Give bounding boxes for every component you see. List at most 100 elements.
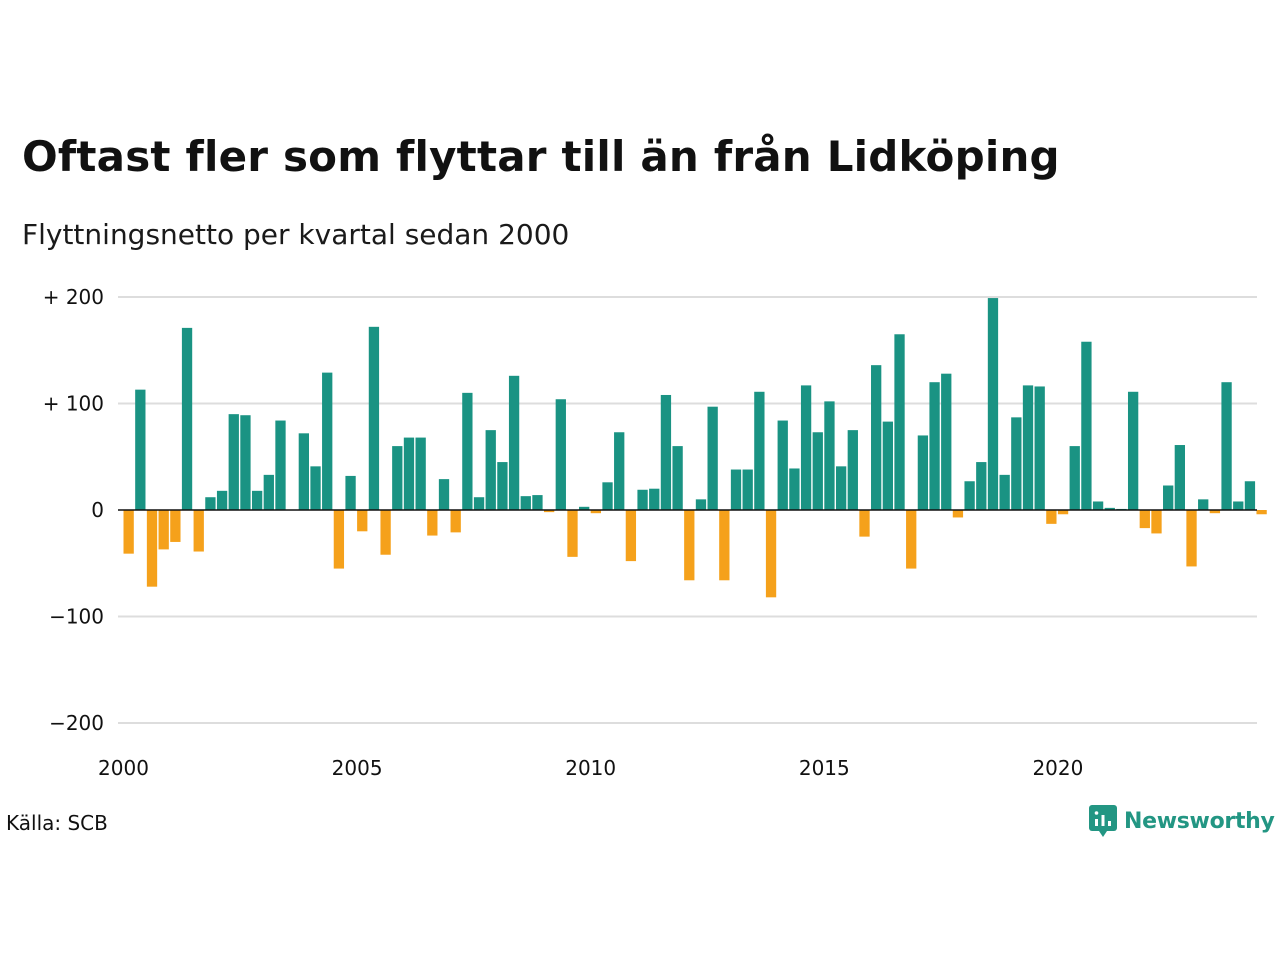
bar — [216, 490, 228, 510]
bar — [835, 466, 847, 510]
bar — [1209, 510, 1221, 514]
bar — [579, 506, 590, 510]
bar — [485, 430, 496, 511]
bar — [906, 510, 917, 569]
bar — [567, 510, 578, 557]
bar — [754, 391, 765, 510]
bar — [707, 406, 718, 510]
bar — [555, 399, 566, 510]
bar — [146, 510, 158, 587]
x-tick-label: 2015 — [799, 756, 850, 780]
bar — [1034, 386, 1045, 510]
chart-title: Oftast fler som flyttar till än från Lid… — [22, 132, 1060, 181]
y-tick-label: + 200 — [43, 285, 104, 309]
bar — [1069, 446, 1080, 510]
bar — [1186, 510, 1197, 567]
bar — [415, 437, 426, 510]
bar — [777, 420, 788, 510]
bar — [859, 510, 870, 537]
bar — [1151, 510, 1162, 534]
bar — [1198, 499, 1209, 510]
bar — [976, 462, 987, 510]
bar — [333, 510, 345, 569]
x-axis-labels: 2000 2005 2010 2015 2020 — [98, 756, 1083, 780]
bar — [695, 499, 707, 510]
bar — [181, 327, 193, 510]
bar — [228, 414, 239, 510]
bar — [614, 432, 625, 510]
bar — [847, 430, 858, 511]
bar — [1256, 510, 1267, 515]
bar — [1011, 417, 1022, 510]
bar — [532, 495, 543, 510]
x-tick-label: 2010 — [565, 756, 616, 780]
bar — [135, 389, 146, 510]
bar — [1104, 507, 1115, 510]
y-tick-label: + 100 — [43, 392, 104, 416]
bar — [193, 510, 204, 552]
bar — [392, 446, 403, 510]
bar — [450, 510, 461, 533]
bar — [1022, 385, 1034, 510]
bar — [649, 488, 660, 510]
bar — [789, 468, 800, 510]
bar — [275, 420, 286, 510]
x-tick-label: 2020 — [1032, 756, 1083, 780]
bar — [824, 401, 835, 510]
bar — [590, 510, 601, 514]
bar — [941, 373, 952, 510]
y-tick-label: 0 — [91, 498, 104, 522]
bar — [543, 510, 555, 513]
bar — [1081, 341, 1092, 510]
bar — [929, 382, 940, 510]
bar — [602, 482, 613, 510]
bars — [123, 298, 1267, 598]
bar — [1233, 501, 1244, 510]
bar — [1057, 510, 1069, 515]
bar — [427, 510, 438, 536]
grid-lines — [118, 296, 1257, 724]
bar — [742, 469, 753, 510]
bar — [894, 334, 905, 510]
bar — [158, 510, 169, 550]
bar — [1046, 510, 1057, 524]
bar — [1092, 501, 1104, 510]
bar — [205, 497, 216, 510]
brand-name: Newsworthy — [1124, 808, 1275, 834]
bar — [765, 510, 777, 598]
bar — [625, 510, 637, 562]
brand-logo: Newsworthy — [1088, 804, 1275, 838]
bar — [497, 462, 508, 510]
source-note: Källa: SCB — [6, 811, 108, 835]
bar — [123, 510, 134, 554]
bar — [882, 421, 893, 510]
bar — [1163, 485, 1174, 510]
bar — [403, 437, 415, 510]
bar — [964, 481, 975, 510]
bar — [322, 372, 333, 510]
y-tick-label: −100 — [49, 605, 104, 629]
bar — [508, 375, 520, 510]
bar — [1244, 481, 1256, 510]
y-axis-labels: + 200 + 100 0 −100 −200 — [43, 285, 104, 735]
bar — [672, 446, 683, 510]
bar — [999, 474, 1010, 510]
bar — [240, 415, 251, 510]
bar — [473, 497, 485, 510]
bar — [298, 433, 309, 510]
x-tick-label: 2005 — [332, 756, 383, 780]
bar — [263, 474, 274, 510]
bar — [462, 392, 473, 510]
bar — [952, 510, 964, 518]
bar — [987, 298, 999, 510]
bar — [1139, 510, 1150, 529]
bar — [357, 510, 368, 532]
bar — [637, 489, 648, 510]
bar — [1174, 445, 1185, 510]
bar — [368, 326, 380, 510]
bar — [730, 469, 742, 510]
newsworthy-logo-icon — [1089, 805, 1117, 837]
bar — [871, 365, 882, 510]
bar — [684, 510, 695, 581]
